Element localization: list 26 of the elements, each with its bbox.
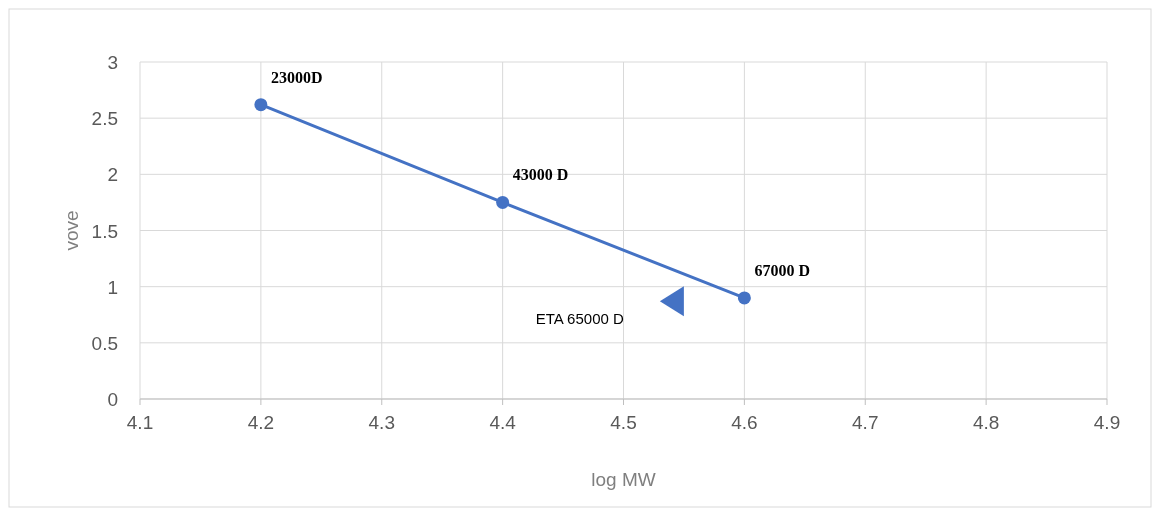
x-tick-label: 4.7 — [852, 412, 879, 433]
point — [496, 195, 510, 209]
point — [737, 291, 751, 305]
x-tick-label: 4.5 — [610, 412, 637, 433]
annotation: 67000 D — [754, 261, 810, 279]
x-tick-label: 4.8 — [972, 412, 1000, 433]
point — [254, 98, 268, 112]
x-axis-title: log MW — [591, 469, 656, 490]
annotation: 43000 D — [512, 166, 569, 184]
y-tick-label: 1.5 — [91, 220, 118, 242]
y-tick-label: 2 — [107, 164, 118, 186]
annotation: ETA 65000 D — [535, 310, 624, 328]
x-tick-label: 4.4 — [489, 412, 517, 433]
x-tick-label: 4.9 — [1093, 412, 1121, 433]
y-tick-label: 1 — [107, 276, 118, 298]
x-tick-label: 4.6 — [731, 412, 758, 433]
y-axis-title: vove — [61, 210, 82, 251]
y-tick-label: 0 — [107, 389, 118, 410]
y-tick-label: 0.5 — [91, 332, 118, 354]
x-tick-label: 4.1 — [126, 412, 154, 433]
y-tick-label: 3 — [107, 52, 118, 73]
x-tick-label: 4.3 — [368, 412, 395, 433]
point — [659, 286, 684, 317]
x-tick-label: 4.2 — [247, 412, 275, 433]
annotation: 23000D — [270, 68, 323, 86]
y-tick-label: 2.5 — [91, 108, 118, 130]
